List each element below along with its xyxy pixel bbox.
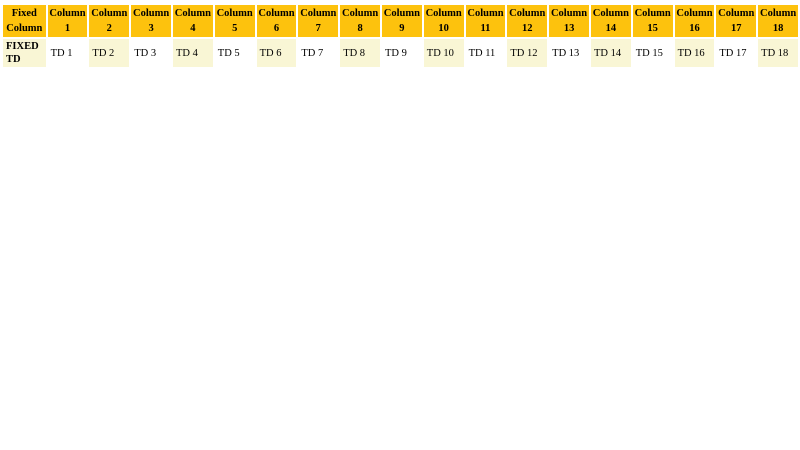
data-table: Fixed Column Column 1 Column 2 Column 3 … (1, 3, 800, 69)
data-cell-5: TD 5 (214, 39, 255, 67)
data-cell-1: TD 1 (47, 39, 88, 67)
column-header-18-clipped: Column 18 (758, 5, 798, 37)
data-cell-12: TD 12 (507, 39, 548, 67)
data-cell-18-clipped: TD 18 (758, 39, 798, 67)
data-row: FIXED TD TD 1 TD 2 TD 3 TD 4 TD 5 TD 6 T… (3, 39, 798, 67)
fixed-td-cell: FIXED TD (3, 39, 46, 67)
column-header-16: Column 16 (674, 5, 715, 37)
column-header-12: Column 12 (507, 5, 548, 37)
data-cell-4: TD 4 (173, 39, 213, 67)
data-cell-13: TD 13 (549, 39, 589, 67)
data-cell-17: TD 17 (716, 39, 757, 67)
column-header-13: Column 13 (549, 5, 589, 37)
column-header-14: Column 14 (590, 5, 631, 37)
column-header-17: Column 17 (716, 5, 757, 37)
column-header-9: Column 9 (381, 5, 422, 37)
column-header-15: Column 15 (632, 5, 673, 37)
column-header-5: Column 5 (214, 5, 255, 37)
data-cell-15: TD 15 (632, 39, 673, 67)
data-cell-16: TD 16 (674, 39, 715, 67)
data-cell-7: TD 7 (298, 39, 339, 67)
column-header-7: Column 7 (298, 5, 339, 37)
data-cell-10: TD 10 (423, 39, 464, 67)
header-row: Fixed Column Column 1 Column 2 Column 3 … (3, 5, 798, 37)
data-cell-9: TD 9 (381, 39, 422, 67)
column-header-4: Column 4 (173, 5, 213, 37)
column-header-8: Column 8 (340, 5, 380, 37)
column-header-1: Column 1 (47, 5, 88, 37)
column-header-2: Column 2 (89, 5, 130, 37)
column-header-11: Column 11 (465, 5, 506, 37)
column-header-3: Column 3 (131, 5, 171, 37)
data-cell-8: TD 8 (340, 39, 380, 67)
fixed-column-header: Fixed Column (3, 5, 46, 37)
column-header-6: Column 6 (256, 5, 297, 37)
data-cell-3: TD 3 (131, 39, 171, 67)
data-cell-11: TD 11 (465, 39, 506, 67)
data-cell-2: TD 2 (89, 39, 130, 67)
column-header-10: Column 10 (423, 5, 464, 37)
data-cell-14: TD 14 (590, 39, 631, 67)
data-cell-6: TD 6 (256, 39, 297, 67)
